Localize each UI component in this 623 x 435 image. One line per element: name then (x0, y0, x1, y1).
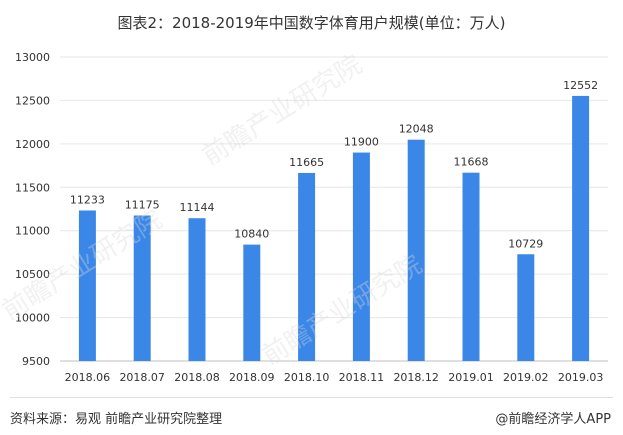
chart-title: 图表2：2018-2019年中国数字体育用户规模(单位：万人) (117, 14, 506, 32)
x-tick-label: 2018.10 (284, 371, 330, 384)
x-tick-label: 2018.06 (65, 371, 111, 384)
bar (352, 152, 370, 361)
data-label: 11144 (180, 201, 215, 214)
bar-chart: 950010000105001100011500120001250013000 … (15, 51, 608, 384)
x-tick-label: 2019.03 (558, 371, 604, 384)
y-tick-label: 10500 (15, 268, 50, 281)
bar (462, 172, 480, 361)
y-tick-label: 11500 (15, 181, 50, 194)
x-tick-label: 2018.08 (174, 371, 220, 384)
data-label: 11175 (125, 199, 160, 212)
y-tick-label: 11000 (15, 225, 50, 238)
brand-credit: @前瞻经济学人APP (495, 412, 611, 427)
bar (243, 244, 261, 361)
y-tick-label: 10000 (15, 312, 50, 325)
data-label: 11233 (70, 193, 105, 206)
data-label: 10729 (508, 237, 543, 250)
y-tick-label: 13000 (15, 51, 50, 64)
data-labels: 11233 11175 11144 10840 11665 11900 12048 11668… (70, 79, 598, 250)
x-tick-label: 2018.09 (229, 371, 275, 384)
x-tick-label: 2018.07 (119, 371, 165, 384)
bar (133, 215, 151, 361)
x-axis: 2018.06 2018.07 2018.08 2018.09 2018.10 2018.… (65, 371, 604, 384)
bar (188, 218, 206, 361)
source-note: 资料来源：易观 前瞻产业研究院整理 (10, 412, 223, 427)
data-label: 10840 (234, 228, 269, 241)
bar (78, 210, 96, 361)
bar (517, 254, 535, 361)
y-tick-label: 12000 (15, 138, 50, 151)
gridlines (60, 56, 608, 362)
bars (78, 95, 590, 362)
data-label: 11668 (454, 156, 489, 169)
x-tick-label: 2018.12 (393, 371, 439, 384)
y-tick-label: 12500 (15, 94, 50, 107)
bar (298, 172, 316, 361)
bar (407, 139, 425, 361)
y-axis: 9500 10000 10500 11000 11500 12000 12500 13000 (15, 51, 50, 368)
x-tick-label: 2019.02 (503, 371, 549, 384)
data-label: 11665 (289, 156, 324, 169)
y-tick-label: 9500 (22, 355, 50, 368)
bar (572, 95, 590, 362)
data-label: 12552 (563, 79, 598, 92)
x-tick-label: 2018.11 (339, 371, 385, 384)
x-tick-label: 2019.01 (448, 371, 494, 384)
data-label: 12048 (399, 123, 434, 136)
footer-divider (10, 397, 613, 398)
data-label: 11900 (344, 136, 379, 149)
